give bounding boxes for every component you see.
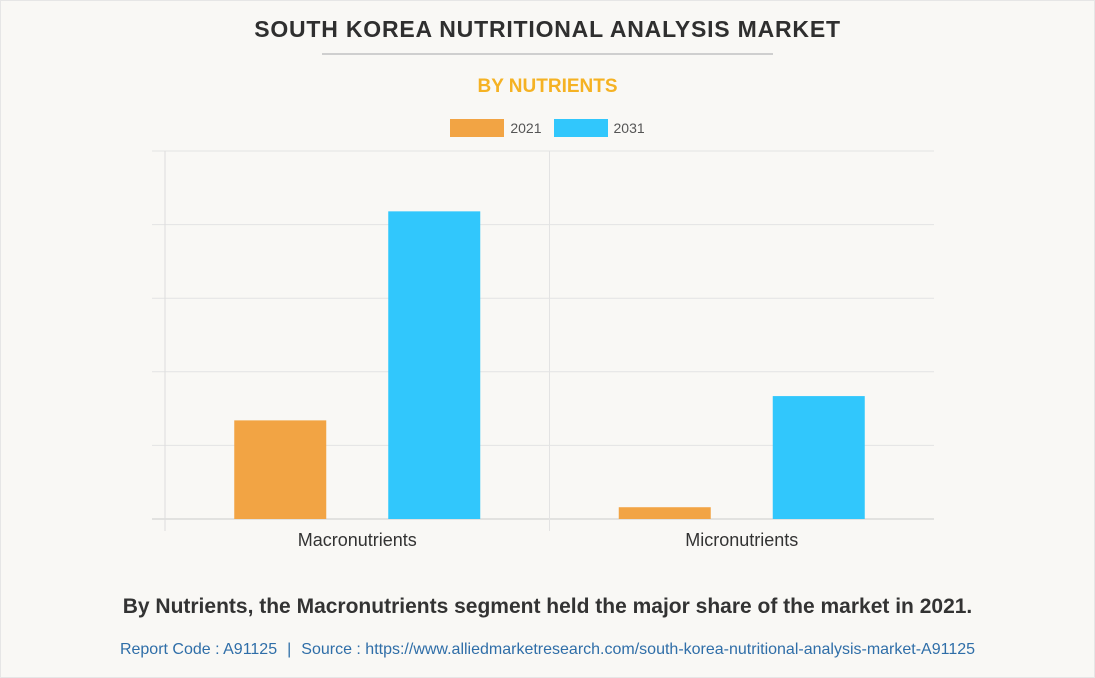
legend-swatch-2031 — [553, 119, 608, 137]
legend-item-2021[interactable]: 2021 — [450, 119, 542, 137]
source-link[interactable]: Source : https://www.alliedmarketresearc… — [301, 641, 976, 658]
bar-2031-macronutrients — [388, 211, 481, 520]
bar-2021-macronutrients — [234, 420, 327, 519]
legend-item-2031[interactable]: 2031 — [553, 119, 645, 137]
chart-caption: By Nutrients, the Macronutrients segment… — [122, 595, 973, 618]
footer-separator: | — [287, 641, 292, 658]
bar-2021-micronutrients — [618, 507, 711, 519]
chart-title: SOUTH KOREA NUTRITIONAL ANALYSIS MARKET — [254, 16, 841, 42]
chart-subtitle: BY NUTRIENTS — [477, 76, 618, 97]
legend-swatch-2021 — [450, 119, 505, 137]
x-tick-label: Macronutrients — [298, 530, 417, 550]
bar-2031-micronutrients — [772, 396, 865, 519]
x-tick-label: Micronutrients — [685, 530, 798, 550]
legend-label-2021: 2021 — [510, 120, 542, 136]
chart-legend: 2021 2031 — [0, 119, 1095, 137]
footer: Report Code : A91125 | Source : https://ww… — [0, 641, 1095, 659]
legend-label-2031: 2031 — [613, 120, 645, 136]
title-divider — [322, 53, 773, 55]
report-code: Report Code : A91125 — [119, 641, 278, 658]
